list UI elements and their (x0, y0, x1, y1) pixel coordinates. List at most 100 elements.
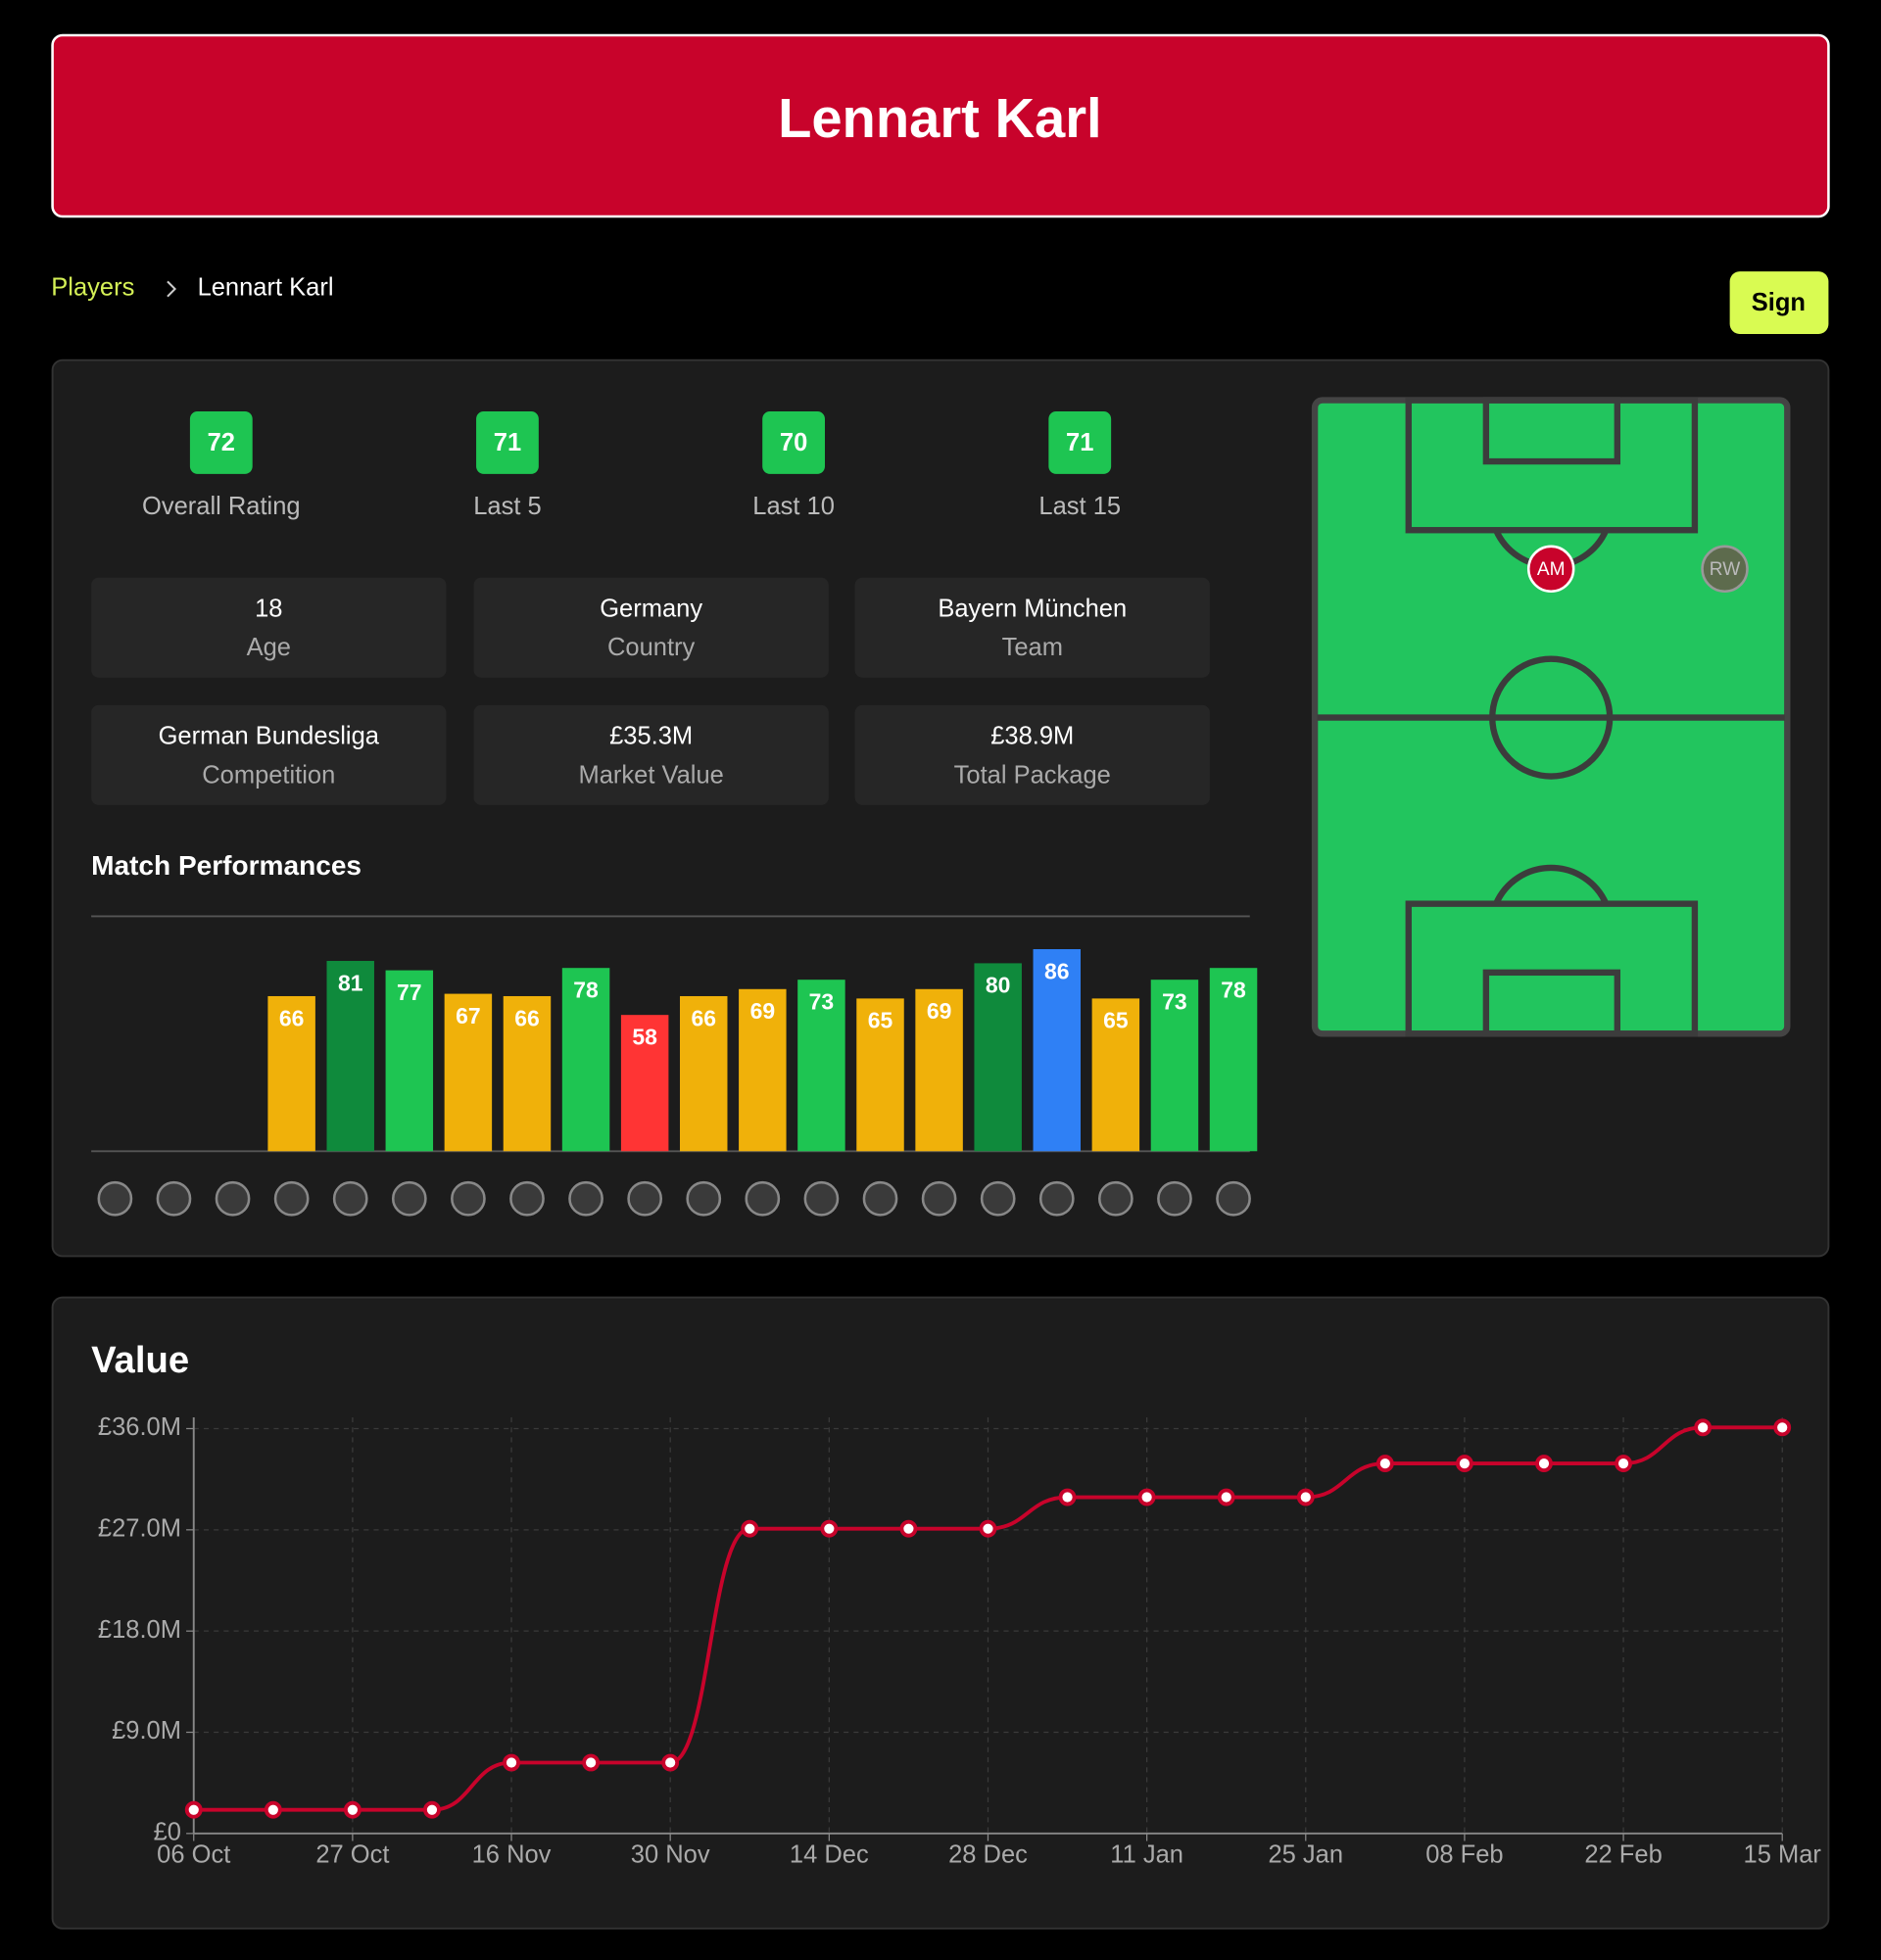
info-label: Competition (202, 761, 335, 789)
value-point (1217, 1488, 1235, 1506)
value-point (661, 1753, 680, 1772)
info-label: Total Package (954, 761, 1111, 789)
x-tick-label: 14 Dec (790, 1841, 869, 1869)
bar (739, 988, 787, 1152)
bar-label: 77 (397, 980, 422, 1005)
bar (385, 970, 434, 1152)
info-box (91, 577, 447, 678)
team-logo (391, 1180, 427, 1217)
value-point (1375, 1455, 1394, 1473)
value-point (1535, 1455, 1553, 1473)
rating-value: 71 (494, 429, 521, 456)
rating-value: 71 (1066, 429, 1093, 456)
breadcrumb-current: Lennart Karl (198, 274, 334, 302)
bar-label: 78 (573, 978, 599, 1003)
bar-label: 80 (986, 973, 1011, 998)
value-point (820, 1519, 839, 1538)
bar-label: 65 (1103, 1008, 1129, 1033)
x-tick-label: 25 Jan (1268, 1841, 1343, 1869)
bar (680, 995, 728, 1152)
team-logo (1038, 1180, 1075, 1217)
sign-button-label[interactable]: Sign (1752, 289, 1806, 316)
x-tick-label: 28 Dec (948, 1841, 1028, 1869)
bar-label: 69 (927, 998, 952, 1024)
bar (444, 993, 493, 1152)
header (51, 33, 1830, 218)
x-tick-label: 15 Mar (1744, 1841, 1822, 1869)
bar (267, 995, 315, 1152)
team-logo (1157, 1180, 1192, 1217)
rating-badge (762, 411, 825, 474)
bar-label: 66 (514, 1005, 540, 1030)
team-logo (215, 1180, 251, 1217)
info-box (854, 577, 1210, 678)
bar (620, 1015, 669, 1152)
rating-badge (1048, 411, 1112, 474)
value-point (1137, 1488, 1156, 1506)
value-point (741, 1519, 759, 1538)
team-logo (686, 1180, 722, 1217)
bar-label: 65 (868, 1008, 893, 1033)
value-point (264, 1800, 282, 1819)
info-label: Age (247, 634, 291, 661)
bar-label: 81 (338, 970, 363, 995)
value-point (1694, 1418, 1712, 1437)
rating-value: 72 (208, 429, 235, 456)
sign-button[interactable] (1729, 271, 1829, 334)
breadcrumb-separator (167, 280, 177, 298)
bar-label: 69 (750, 998, 776, 1024)
bar (326, 961, 374, 1152)
y-tick-label: £18.0M (98, 1616, 181, 1644)
bar (503, 995, 552, 1152)
x-tick-label: 30 Nov (631, 1841, 710, 1869)
x-tick-label: 08 Feb (1425, 1841, 1503, 1869)
info-label: Country (607, 634, 696, 661)
team-logo (862, 1180, 898, 1217)
value-point (1773, 1418, 1792, 1437)
team-logo (745, 1180, 781, 1217)
bar (1209, 968, 1258, 1152)
info-box (473, 704, 829, 805)
info-label: Market Value (578, 761, 723, 789)
value-point (1615, 1455, 1632, 1473)
team-logo (97, 1180, 133, 1217)
x-tick-label: 06 Oct (157, 1841, 230, 1869)
team-logo (568, 1180, 603, 1217)
breadcrumb-link[interactable]: Players (51, 274, 134, 302)
rating-badge (189, 411, 253, 474)
value-point (899, 1519, 918, 1538)
bar (797, 980, 845, 1152)
rating-label: Overall Rating (142, 493, 301, 520)
rating-label: Last 5 (473, 493, 541, 520)
info-value: Germany (600, 596, 702, 623)
bar (1033, 949, 1082, 1152)
bar-label: 73 (809, 988, 835, 1014)
team-logo (1097, 1180, 1133, 1217)
team-logo (627, 1180, 663, 1217)
bar-label: 78 (1221, 978, 1246, 1003)
bar (915, 988, 963, 1152)
info-box (91, 704, 447, 805)
info-value: German Bundesliga (159, 723, 380, 750)
team-logo (451, 1180, 486, 1217)
info-value: £35.3M (609, 723, 693, 750)
position-marker (1701, 545, 1749, 594)
bar-label: 73 (1162, 988, 1187, 1014)
y-tick-label: £9.0M (112, 1717, 181, 1745)
team-logo (156, 1180, 192, 1217)
value-point (979, 1519, 997, 1538)
x-tick-label: 11 Jan (1110, 1841, 1183, 1869)
y-tick-label: £36.0M (98, 1413, 181, 1441)
bar-label: 58 (632, 1024, 657, 1049)
info-value: Bayern München (938, 596, 1127, 623)
value-line (193, 1425, 1783, 1812)
section-title: Value (91, 1339, 189, 1381)
bar (856, 998, 904, 1152)
value-point (582, 1753, 601, 1772)
info-value: 18 (255, 596, 282, 623)
x-tick-label: 16 Nov (472, 1841, 552, 1869)
bar (1150, 980, 1199, 1152)
team-logo (509, 1180, 545, 1217)
y-tick-label: £27.0M (98, 1515, 181, 1543)
